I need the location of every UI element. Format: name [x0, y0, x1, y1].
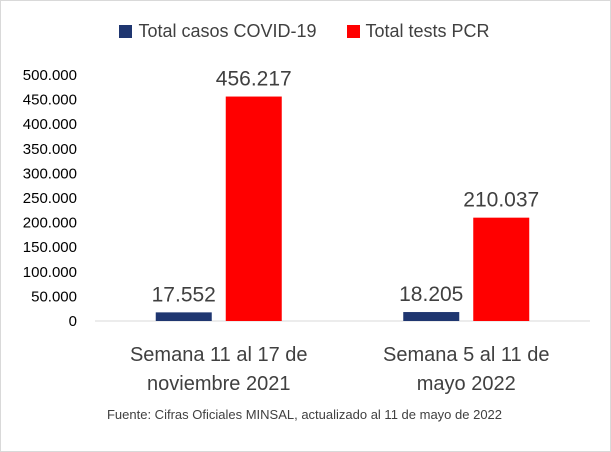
bar-series-1 — [225, 96, 282, 322]
legend-item-series-0: Total casos COVID-19 — [119, 21, 317, 42]
legend-swatch-series-0 — [119, 25, 133, 38]
y-tick-label: 0 — [69, 313, 77, 330]
legend-label-series-1: Total tests PCR — [365, 21, 490, 41]
y-tick-label: 400.000 — [23, 116, 77, 133]
legend: Total casos COVID-19 Total tests PCR — [0, 21, 609, 42]
y-tick-label: 200.000 — [23, 215, 77, 232]
x-category-label: Semana 11 al 17 de — [130, 344, 308, 366]
x-category-label: noviembre 2021 — [147, 373, 290, 395]
y-tick-label: 450.000 — [23, 92, 77, 109]
data-label: 18.205 — [399, 283, 463, 306]
bar-series-1 — [473, 217, 530, 321]
y-tick-label: 500.000 — [23, 67, 77, 84]
legend-item-series-1: Total tests PCR — [346, 21, 490, 42]
x-category-label: mayo 2022 — [417, 373, 516, 395]
data-label: 17.552 — [152, 283, 216, 306]
y-tick-label: 150.000 — [23, 239, 77, 256]
legend-label-series-0: Total casos COVID-19 — [138, 21, 317, 41]
y-tick-label: 350.000 — [23, 141, 77, 158]
x-category-label: Semana 5 al 11 de — [383, 344, 549, 366]
source-note: Fuente: Cifras Oficiales MINSAL, actuali… — [106, 407, 503, 422]
y-tick-label: 300.000 — [23, 165, 77, 182]
data-label: 210.037 — [463, 189, 539, 212]
y-tick-label: 100.000 — [23, 264, 77, 281]
data-label: 456.217 — [216, 68, 292, 91]
y-tick-label: 50.000 — [31, 288, 77, 305]
bar-series-0 — [155, 312, 212, 321]
legend-swatch-series-1 — [346, 25, 360, 38]
bar-series-0 — [403, 312, 460, 321]
y-tick-label: 250.000 — [23, 190, 77, 207]
